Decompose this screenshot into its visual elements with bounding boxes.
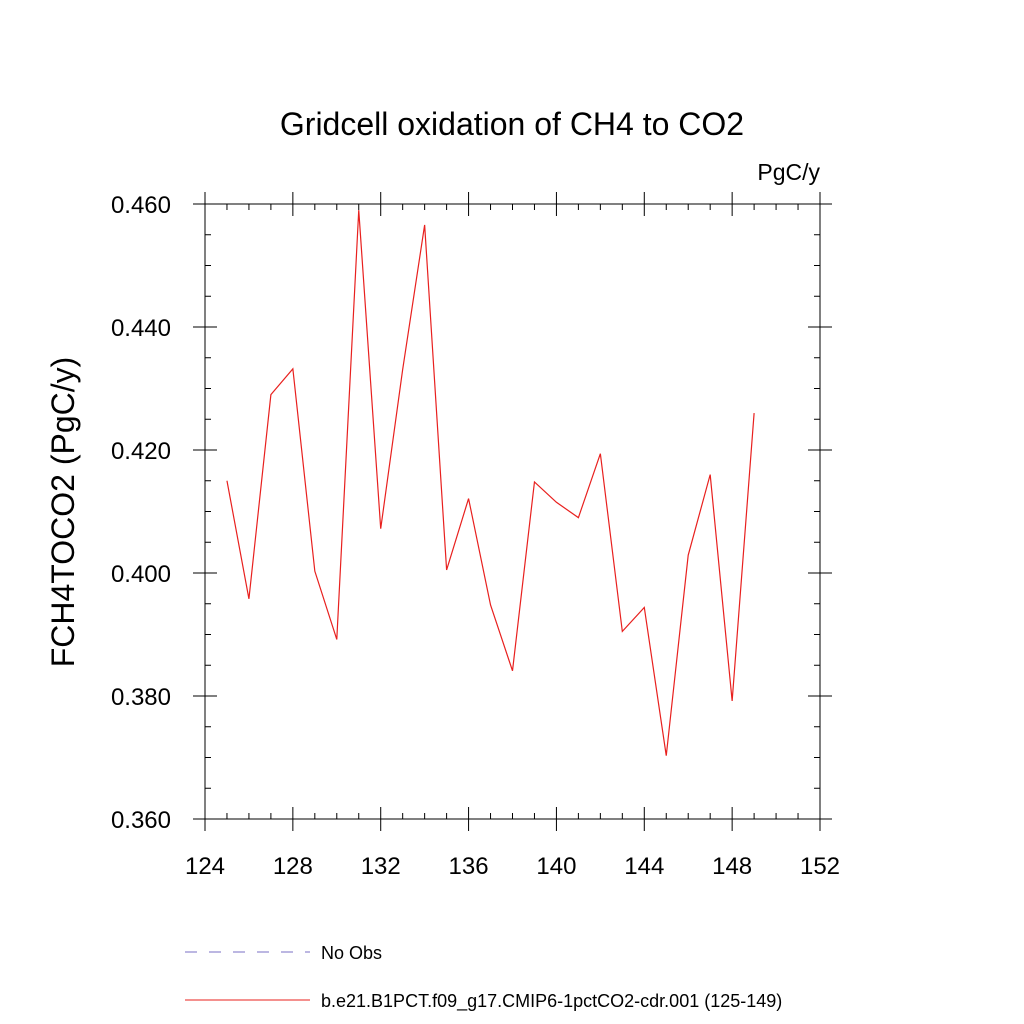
chart-title: Gridcell oxidation of CH4 to CO2 — [280, 106, 744, 142]
plot-frame — [204, 203, 821, 820]
y-tick-label: 0.400 — [111, 561, 171, 588]
series-layer — [226, 210, 755, 756]
x-tick-label: 136 — [449, 853, 489, 880]
y-tick-label: 0.440 — [111, 315, 171, 342]
x-tick-label: 152 — [800, 853, 840, 880]
y-tick-label: 0.360 — [111, 807, 171, 834]
axes: 124 128 132 136 140 144 148 152 0.360 0.380 0.400 0… — [111, 192, 840, 880]
x-tick-label: 148 — [712, 853, 752, 880]
legend-label-no-obs: No Obs — [321, 943, 382, 963]
series-line-0 — [226, 210, 755, 756]
y-tick-label: 0.460 — [111, 192, 171, 219]
x-tick-label: 140 — [536, 853, 576, 880]
units-label: PgC/y — [757, 159, 820, 185]
x-tick-label: 124 — [185, 853, 225, 880]
y-tick-label: 0.420 — [111, 438, 171, 465]
legend-label-model-run: b.e21.B1PCT.f09_g17.CMIP6-1pctCO2-cdr.00… — [321, 991, 782, 1012]
y-tick-label: 0.380 — [111, 684, 171, 711]
x-tick-label: 128 — [273, 853, 313, 880]
y-axis-label: FCH4TOCO2 (PgC/y) — [45, 357, 81, 668]
legend: No Obs b.e21.B1PCT.f09_g17.CMIP6-1pctCO2… — [185, 943, 782, 1012]
x-tick-label: 132 — [361, 853, 401, 880]
x-tick-label: 144 — [624, 853, 664, 880]
